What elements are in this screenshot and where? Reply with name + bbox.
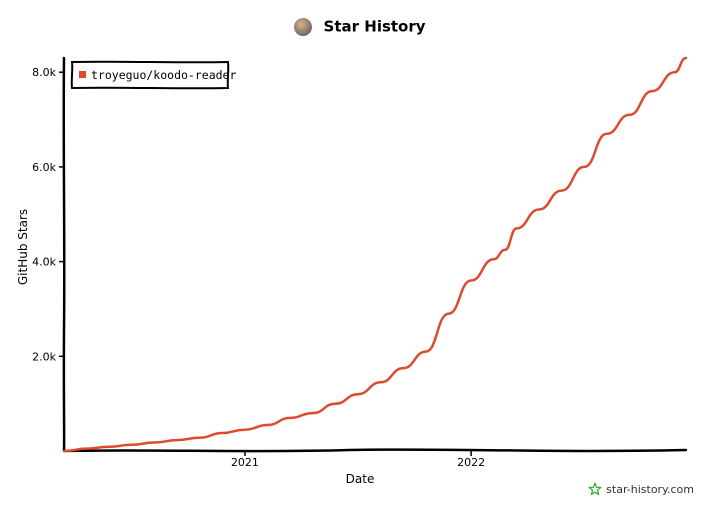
y-tick-label: 6.0k	[32, 161, 56, 174]
y-axis-line	[62, 56, 66, 453]
series-layer	[62, 56, 688, 453]
legend-label: troyeguo/koodo-reader	[91, 68, 236, 82]
y-tick-label: 2.0k	[32, 350, 56, 363]
watermark[interactable]: star-history.com	[588, 482, 694, 496]
legend-box	[70, 60, 230, 90]
x-ticks: 2021 2022	[231, 451, 485, 469]
series-line	[62, 56, 688, 453]
x-tick-label: 2022	[457, 456, 485, 469]
y-ticks: 2.0k 4.0k 6.0k 8.0k	[32, 66, 64, 363]
watermark-text: star-history.com	[606, 482, 694, 496]
y-tick-label: 4.0k	[32, 256, 56, 269]
chart-title-wrap: Star History	[0, 16, 720, 36]
axes	[62, 56, 688, 453]
avatar	[294, 17, 313, 36]
x-axis-line	[62, 448, 688, 453]
x-tick-label: 2021	[231, 456, 259, 469]
chart-title: Star History	[323, 17, 426, 36]
x-axis-title: Date	[346, 472, 375, 486]
legend: troyeguo/koodo-reader	[70, 60, 236, 90]
y-axis-title: GitHub Stars	[16, 209, 30, 285]
legend-swatch	[79, 71, 86, 78]
y-tick-label: 8.0k	[32, 66, 56, 79]
star-icon	[588, 482, 602, 496]
